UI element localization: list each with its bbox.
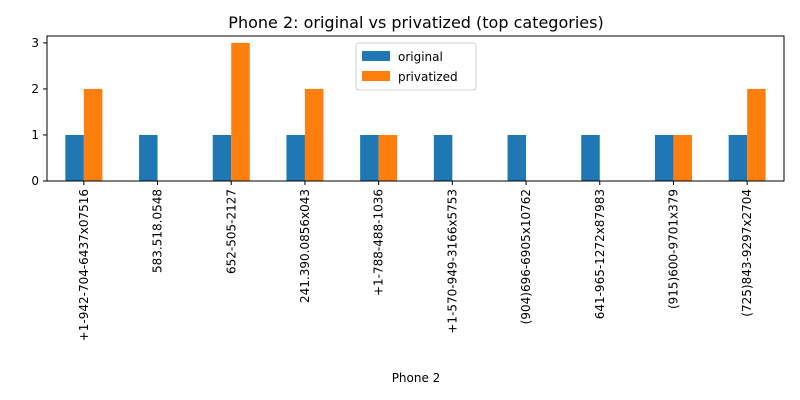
y-tick-label: 0: [31, 174, 39, 188]
legend: original privatized: [355, 42, 477, 91]
y-tick-label: 3: [31, 36, 39, 50]
plot-frame: [46, 35, 785, 182]
legend-swatch-privatized: [362, 71, 390, 81]
x-axis: +1-942-704-6437x07516 583.518.0548 652-505…: [77, 181, 754, 341]
bar-original-1: [139, 134, 158, 181]
y-axis: 0 1 2 3: [31, 36, 47, 188]
bar-original-7: [581, 134, 600, 181]
x-tick-label: 652-505-2127: [224, 189, 238, 274]
bar-original-3: [286, 134, 305, 181]
plot-area: [65, 42, 766, 182]
bar-privatized-0: [83, 88, 103, 181]
x-tick-label: (904)696-6905x10762: [519, 189, 533, 324]
x-tick-label: +1-570-949-3166x5753: [445, 189, 459, 334]
bar-privatized-8: [673, 134, 692, 181]
bar-privatized-9: [747, 88, 766, 181]
bar-original-5: [433, 134, 453, 181]
x-axis-label: Phone 2: [392, 371, 441, 385]
bar-original-8: [654, 134, 674, 181]
bar-privatized-3: [304, 88, 324, 181]
x-tick-label: (725)843-9297x2704: [740, 189, 754, 317]
x-tick-label: +1-942-704-6437x07516: [77, 189, 91, 341]
x-tick-label: 583.518.0548: [151, 189, 165, 273]
y-tick-label: 1: [31, 128, 39, 142]
legend-label-privatized: privatized: [398, 70, 458, 84]
bar-original-2: [212, 134, 232, 181]
y-tick-label: 2: [31, 82, 39, 96]
bar-original-0: [65, 134, 84, 181]
legend-swatch-original: [362, 51, 390, 61]
bar-privatized-4: [378, 134, 398, 181]
x-tick-label: +1-788-488-1036: [372, 189, 386, 296]
chart-title: Phone 2: original vs privatized (top cat…: [228, 13, 603, 32]
legend-label-original: original: [398, 50, 443, 64]
x-tick-label: 641-965-1272x87983: [593, 189, 607, 319]
bar-privatized-2: [231, 42, 250, 182]
bar-original-4: [360, 134, 379, 181]
x-tick-label: 241.390.0856x043: [298, 189, 312, 303]
bar-original-9: [728, 134, 748, 181]
x-tick-label: (915)600-9701x379: [666, 189, 680, 309]
bar-original-6: [507, 134, 527, 181]
